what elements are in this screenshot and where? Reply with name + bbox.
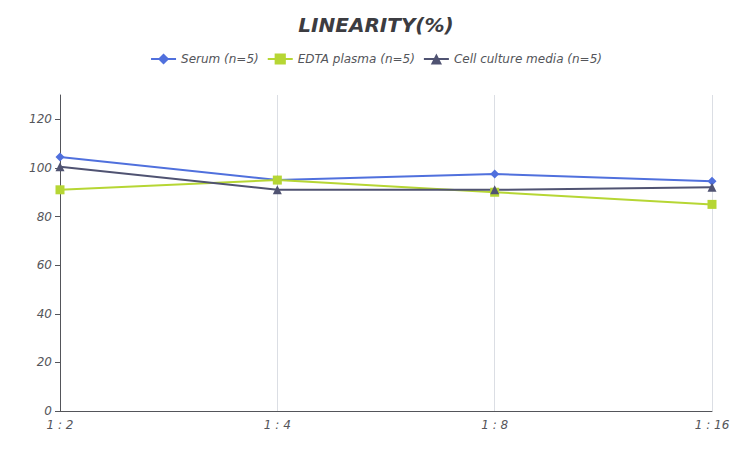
svg-text:120: 120 [29, 112, 52, 126]
svg-text:1 : 4: 1 : 4 [264, 418, 291, 432]
svg-text:100: 100 [29, 161, 52, 175]
svg-text:1 : 8: 1 : 8 [481, 418, 508, 432]
svg-text:80: 80 [37, 210, 53, 224]
svg-text:Cell culture media (n=5): Cell culture media (n=5) [454, 52, 602, 66]
svg-text:EDTA plasma (n=5): EDTA plasma (n=5) [298, 52, 415, 66]
svg-text:1 : 2: 1 : 2 [47, 418, 74, 432]
svg-text:60: 60 [37, 258, 53, 272]
svg-text:0: 0 [44, 404, 52, 418]
svg-text:1 : 16: 1 : 16 [695, 418, 730, 432]
svg-text:Serum (n=5): Serum (n=5) [181, 52, 259, 66]
svg-text:40: 40 [37, 307, 53, 321]
svg-text:LINEARITY(%): LINEARITY(%) [298, 13, 453, 37]
svg-text:20: 20 [37, 355, 53, 369]
